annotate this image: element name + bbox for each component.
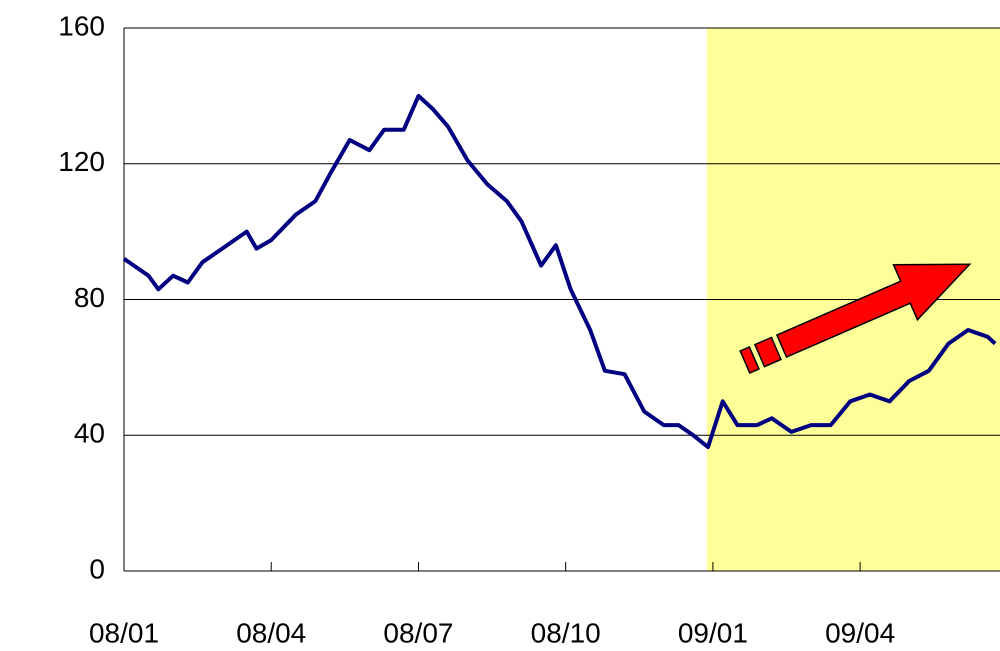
x-tick-label: 09/01 [678,617,748,648]
x-tick-label: 09/04 [825,617,895,648]
x-tick-label: 08/07 [383,617,453,648]
x-tick-label: 08/10 [531,617,601,648]
y-tick-label: 40 [74,418,105,449]
mark-layer [122,93,997,450]
y-tick-label: 0 [89,553,105,584]
arrow-dash [739,346,760,374]
y-tick-label: 80 [74,282,105,313]
arrow-dash [753,336,782,368]
x-tick-label: 08/01 [89,617,159,648]
trend-arrow [739,263,972,374]
price-line [122,93,997,450]
grid-layer: 0 40 80 120 160 08/01 08/04 08/07 08/10 09/01 09/0… [58,10,1000,648]
x-tick-label: 08/04 [236,617,306,648]
y-tick-label: 120 [58,146,105,177]
y-tick-label: 160 [58,10,105,41]
arrow-body [775,263,972,359]
